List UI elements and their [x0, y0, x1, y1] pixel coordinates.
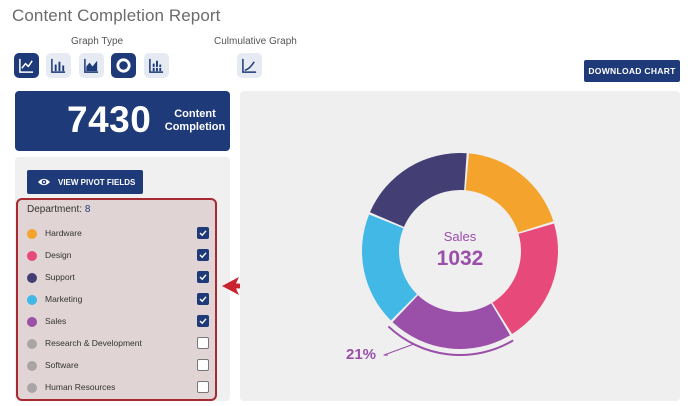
department-checkbox[interactable] — [197, 359, 209, 371]
download-chart-button[interactable]: DOWNLOAD CHART — [584, 60, 680, 82]
cumulative-graph-button[interactable] — [237, 53, 262, 78]
callout-leader-line — [383, 343, 414, 356]
area-chart-icon — [84, 58, 99, 73]
graph-type-label: Graph Type — [71, 36, 124, 47]
donut-chart-button[interactable] — [111, 53, 136, 78]
cumulative-graph-label: Culmulative Graph — [214, 36, 297, 47]
department-item-label: Research & Development — [45, 338, 142, 348]
department-item[interactable]: Sales — [27, 315, 212, 329]
department-item-label: Marketing — [45, 294, 83, 304]
department-checkbox[interactable] — [197, 249, 209, 261]
department-highlight-box — [16, 198, 217, 401]
department-checkbox[interactable] — [197, 293, 209, 305]
kpi-label: Content Completion — [160, 108, 230, 134]
donut-chart: Sales 1032 21% — [346, 153, 558, 363]
department-item[interactable]: Software — [27, 359, 212, 373]
kpi-value: 7430 — [67, 99, 152, 140]
department-color-dot — [27, 295, 37, 305]
center-value: 1032 — [437, 247, 484, 270]
callout-percent: 21% — [346, 346, 376, 363]
checkmark-icon — [199, 296, 207, 303]
stacked-bar-chart-icon — [149, 58, 164, 73]
department-item[interactable]: Hardware — [27, 227, 212, 241]
department-item[interactable]: Support — [27, 271, 212, 285]
center-label: Sales — [444, 229, 477, 244]
donut-slice-sales[interactable] — [392, 295, 511, 349]
kpi-card: 7430 Content Completion — [15, 91, 230, 151]
department-item-label: Human Resources — [45, 382, 116, 392]
department-item-label: Software — [45, 360, 79, 370]
department-color-dot — [27, 317, 37, 327]
department-color-dot — [27, 251, 37, 261]
department-count: 8 — [84, 204, 91, 215]
department-color-dot — [27, 273, 37, 283]
department-item-label: Design — [45, 250, 72, 260]
department-checkbox[interactable] — [197, 337, 209, 349]
department-color-dot — [27, 361, 37, 371]
department-item-label: Support — [45, 272, 75, 282]
donut-slice-support[interactable] — [369, 153, 467, 227]
eye-icon — [38, 178, 50, 186]
checkmark-icon — [199, 274, 207, 281]
department-item[interactable]: Research & Development — [27, 337, 212, 351]
department-item[interactable]: Marketing — [27, 293, 212, 307]
area-chart-button[interactable] — [79, 53, 104, 78]
department-header: Department: 8 — [27, 204, 90, 215]
kpi-label-line1: Content — [174, 108, 216, 120]
department-item-label: Hardware — [45, 228, 82, 238]
chart-panel — [240, 91, 680, 401]
donut-chart-icon — [116, 58, 131, 73]
page-title: Content Completion Report — [12, 6, 221, 25]
kpi-label-line2: Completion — [164, 121, 226, 133]
checkmark-icon — [199, 252, 207, 259]
line-chart-icon — [19, 58, 34, 73]
department-item-label: Sales — [45, 316, 67, 326]
selected-slice-outline — [387, 325, 514, 356]
donut-slice-hardware[interactable] — [465, 153, 554, 233]
checkmark-icon — [199, 318, 207, 325]
line-chart-button[interactable] — [14, 53, 39, 78]
bar-chart-icon — [51, 58, 66, 73]
department-checkbox[interactable] — [197, 381, 209, 393]
view-pivot-fields-button[interactable]: VIEW PIVOT FIELDS — [27, 170, 143, 194]
department-checkbox[interactable] — [197, 271, 209, 283]
department-checkbox[interactable] — [197, 315, 209, 327]
cumulative-line-icon — [242, 58, 257, 73]
department-item[interactable]: Design — [27, 249, 212, 263]
department-item[interactable]: Human Resources — [27, 381, 212, 395]
department-checkbox[interactable] — [197, 227, 209, 239]
department-color-dot — [27, 229, 37, 239]
department-color-dot — [27, 383, 37, 393]
stacked-bar-chart-button[interactable] — [144, 53, 169, 78]
donut-slice-design[interactable] — [492, 223, 558, 335]
department-color-dot — [27, 339, 37, 349]
view-pivot-fields-label: VIEW PIVOT FIELDS — [58, 177, 136, 187]
checkmark-icon — [199, 230, 207, 237]
department-label: Department: — [27, 204, 83, 215]
bar-chart-button[interactable] — [46, 53, 71, 78]
donut-slice-marketing[interactable] — [362, 214, 417, 321]
